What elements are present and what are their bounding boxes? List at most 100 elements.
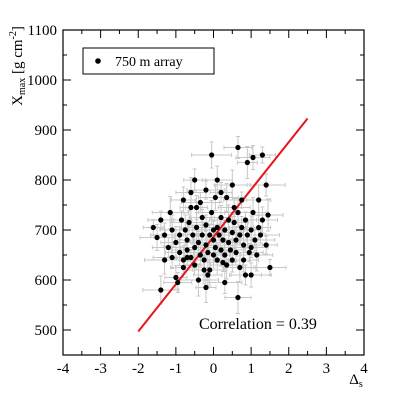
data-point [169,227,175,233]
fit-line [137,117,309,333]
data-point [256,197,262,203]
y-tick-label: 1100 [28,23,57,39]
data-point [197,199,203,206]
data-point [169,254,175,261]
data-point [233,237,239,243]
y-tick-label: 800 [35,173,58,189]
data-point [161,232,168,238]
data-point [178,217,185,223]
data-point [184,247,190,253]
fit-line-segment [137,117,309,333]
data-point [192,244,198,251]
plot-frame [62,29,365,356]
data-point [222,279,228,286]
data-point [239,224,245,231]
data-point [237,232,243,238]
data-point [184,237,190,243]
data-point [229,182,235,188]
data-point [195,277,202,283]
data-point [175,279,181,286]
data-point [256,224,262,231]
data-point [207,267,213,273]
y-axis-title-unit: [g cm [10,39,26,78]
data-point [193,204,200,211]
data-point [186,219,192,226]
data-point [184,254,190,261]
data-point [259,217,266,223]
data-point [218,214,224,221]
data-point [209,209,215,216]
data-point [192,177,198,183]
data-point [203,187,209,193]
y-tick-label: 1000 [27,73,57,89]
x-tick-label: -3 [94,361,107,377]
data-point [218,247,224,253]
data-point [263,242,269,248]
data-point [231,219,237,226]
data-point [229,229,235,236]
data-point [229,257,235,263]
data-point [224,194,230,201]
data-point [225,217,232,223]
data-point [201,267,207,273]
y-tick-label: 600 [35,273,58,289]
x-tick-label: 4 [360,361,368,377]
data-point [235,209,241,216]
data-point [205,272,211,278]
data-point [214,257,220,263]
data-point [257,232,264,238]
data-point [173,239,179,246]
x-tick-label: 2 [285,361,293,377]
y-axis-title: Xmax [g cm-2] [8,26,28,106]
data-point [227,247,234,253]
data-point [241,257,247,263]
data-point [242,272,249,278]
data-point [237,264,243,271]
data-point [254,252,260,258]
data-point [216,232,222,238]
data-point [192,262,198,268]
data-point [177,249,183,256]
legend-label: 750 m array [115,55,183,70]
data-point [235,144,241,151]
y-tick-label: 500 [35,323,58,339]
tick-labels: -4 -3 -2 -1 0 1 2 3 4 500 600 700 800 900 1000 1100 [27,23,368,377]
data-point [167,209,173,216]
data-point [188,189,194,196]
data-point [180,197,186,203]
data-point [173,274,179,281]
data-point [241,242,247,248]
data-point [214,177,220,183]
data-point [259,152,266,158]
data-point [203,222,209,228]
data-point [210,237,217,243]
data-point [195,239,202,246]
x-tick-label: -1 [170,361,183,377]
data-point [222,252,228,258]
y-axis-title-unit-exponent: -2 [8,31,19,39]
data-point [225,239,232,246]
data-point [248,227,254,233]
y-axis-title-main: X [10,95,26,106]
data-point [248,244,254,251]
data-point [222,227,228,233]
data-points [150,144,273,301]
data-point [244,159,250,166]
y-axis-title-unit-close: ] [10,26,26,31]
data-point [201,257,207,263]
data-point [180,264,186,271]
y-tick-label: 700 [35,223,58,239]
data-point [265,212,271,218]
data-point [158,287,164,293]
data-point [188,204,194,211]
data-point [239,197,245,203]
data-point [158,217,164,223]
legend-marker [95,58,101,64]
data-point [180,257,186,263]
data-point [199,232,205,238]
data-point [209,152,215,158]
correlation-annotation: Correlation = 0.39 [199,316,317,333]
data-point [220,237,226,243]
data-point [154,234,160,241]
